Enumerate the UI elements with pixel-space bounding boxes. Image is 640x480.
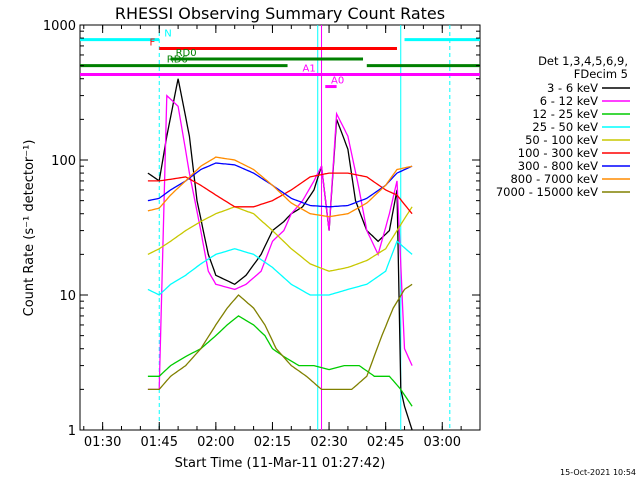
- series-line-5: [147, 172, 413, 215]
- legend-label-8: 7000 - 15000 keV: [496, 185, 598, 199]
- legend-label-4: 50 - 100 keV: [525, 133, 598, 147]
- legend-header-0: Det 1,3,4,5,6,9,: [538, 54, 628, 68]
- legend-label-3: 25 - 50 keV: [532, 120, 598, 134]
- legend-label-1: 6 - 12 keV: [540, 94, 598, 108]
- y-tick-label-2: 100: [51, 154, 76, 169]
- legend-header-1: FDecim 5: [574, 67, 628, 81]
- x-tick-label-4: 02:30: [310, 435, 347, 450]
- legend-label-6: 300 - 800 keV: [518, 159, 598, 173]
- plot-frame: [79, 24, 481, 431]
- series-line-4: [147, 206, 413, 272]
- timestamp: 15-Oct-2021 10:54: [560, 468, 636, 477]
- status-label-N: N: [164, 29, 171, 40]
- legend-label-5: 100 - 300 keV: [518, 146, 598, 160]
- x-tick-label-2: 02:00: [197, 435, 234, 450]
- y-tick-label-0: 1: [68, 424, 76, 439]
- legend-label-2: 12 - 25 keV: [532, 107, 598, 121]
- status-label-F: F: [149, 37, 155, 48]
- series-line-6: [147, 162, 413, 208]
- x-tick-label-5: 02:45: [367, 435, 404, 450]
- chart-title: RHESSI Observing Summary Count Rates: [115, 4, 445, 23]
- y-tick-label-3: 1000: [43, 19, 76, 34]
- series-line-7: [147, 156, 413, 218]
- y-axis-label: Count Rate (s⁻¹ detector⁻¹): [22, 140, 37, 317]
- series-line-3: [147, 240, 413, 296]
- legend-label-0: 3 - 6 keV: [547, 81, 598, 95]
- x-tick-label-1: 01:45: [141, 435, 178, 450]
- status-label-RD6: RD6: [167, 55, 188, 66]
- legend-label-7: 800 - 7000 keV: [510, 172, 598, 186]
- x-tick-label-6: 03:00: [424, 435, 461, 450]
- y-tick-label-1: 10: [59, 289, 76, 304]
- x-tick-label-3: 02:15: [254, 435, 291, 450]
- x-axis-label: Start Time (11-Mar-11 01:27:42): [175, 456, 386, 471]
- axes: 01:30 01:45 02:00 02:15 02:30 02:45 03:00 1 10 10…: [43, 19, 480, 450]
- status-label-A0: A0: [331, 76, 344, 87]
- series-line-8: [147, 283, 413, 391]
- status-label-A1: A1: [303, 63, 316, 74]
- plot-area: [79, 24, 481, 431]
- series-lines: [147, 78, 413, 431]
- x-tick-label-0: 01:30: [84, 435, 121, 450]
- series-line-1: [147, 94, 413, 391]
- status-label-RD0: RD0: [176, 48, 197, 59]
